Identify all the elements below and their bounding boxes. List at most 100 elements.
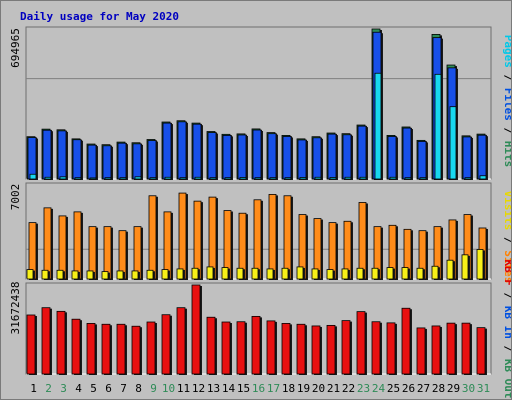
- bar-files-day-10: [162, 122, 172, 180]
- bar-sites-day-4: [73, 211, 82, 280]
- x-tick-label-14: 14: [222, 382, 236, 395]
- bar-kbf-day-29: [446, 322, 456, 375]
- x-tick-label-1: 1: [30, 382, 37, 395]
- bar-pages-day-19: [299, 177, 307, 180]
- bar-files-day-8: [132, 143, 142, 180]
- bar-kbf-day-5: [86, 323, 96, 375]
- x-tick-label-5: 5: [90, 382, 97, 395]
- x-tick-label-25: 25: [387, 382, 400, 395]
- bar-pages-day-3: [59, 176, 67, 180]
- bar-pages-day-25: [389, 176, 397, 180]
- bar-pages-day-15: [239, 177, 247, 180]
- x-axis-labels: 1 2 3 4 5 6 7 8 9 10 11 12 13 14 15 16 17 18 19 20 21 22 23 24 2…: [30, 382, 490, 395]
- bar-visits-day-9: [146, 269, 154, 280]
- x-tick-label-28: 28: [432, 382, 445, 395]
- bar-kbf-day-20: [311, 325, 321, 375]
- x-tick-label-12: 12: [192, 382, 205, 395]
- bar-files-day-13: [207, 132, 217, 180]
- legend-entry-2: KB In: [502, 306, 511, 339]
- bar-visits-day-20: [311, 268, 319, 280]
- bar-pages-day-20: [314, 176, 322, 180]
- legend-entry-2: Files: [502, 88, 511, 121]
- bar-pages-day-13: [209, 177, 217, 180]
- legend-entry-2: Sites: [502, 250, 511, 283]
- bar-pages-day-30: [464, 177, 472, 180]
- bar-files-day-20: [312, 137, 322, 180]
- bar-files-day-27: [417, 141, 427, 180]
- bar-visits-day-25: [386, 267, 394, 280]
- bar-kbf-day-19: [296, 323, 306, 375]
- x-tick-label-27: 27: [417, 382, 430, 395]
- x-tick-label-8: 8: [135, 382, 142, 395]
- x-tick-label-24: 24: [372, 382, 386, 395]
- legend-entry-0: KB F: [502, 259, 511, 286]
- x-tick-label-20: 20: [312, 382, 325, 395]
- bar-files-day-12: [192, 123, 202, 180]
- bar-visits-day-11: [176, 268, 184, 280]
- y-max-label-sites: 7002: [9, 184, 22, 211]
- bar-files-day-1: [27, 137, 37, 180]
- bar-visits-day-10: [161, 269, 169, 280]
- x-tick-label-22: 22: [342, 382, 355, 395]
- bar-sites-day-9: [148, 195, 157, 280]
- bar-visits-day-24: [371, 267, 379, 280]
- x-tick-label-29: 29: [447, 382, 460, 395]
- y-max-label-kbytes: 31672438: [9, 282, 22, 335]
- panel-hits-files-pages: [25, 26, 492, 181]
- bar-pages-day-10: [164, 176, 172, 180]
- bar-visits-day-8: [131, 270, 139, 280]
- bar-sites-day-6: [103, 226, 112, 280]
- legend-middle: Visits / Sites: [502, 191, 511, 284]
- bar-files-day-31: [477, 134, 487, 180]
- bar-kbf-day-14: [221, 321, 231, 375]
- x-tick-label-17: 17: [267, 382, 280, 395]
- bar-pages-day-27: [419, 177, 427, 180]
- bar-kbf-day-8: [131, 325, 141, 375]
- bar-files-day-30: [462, 136, 472, 180]
- bar-pages-day-18: [284, 177, 292, 180]
- bar-files-day-6: [102, 145, 112, 180]
- x-tick-label-16: 16: [252, 382, 265, 395]
- bar-pages-day-1: [29, 173, 37, 180]
- x-tick-label-9: 9: [150, 382, 157, 395]
- bar-pages-day-8: [134, 176, 142, 180]
- bar-kbf-day-12: [191, 284, 201, 375]
- bar-visits-day-13: [206, 266, 214, 280]
- bar-kbf-day-17: [266, 320, 276, 375]
- bar-visits-day-27: [416, 267, 424, 280]
- legend-entry-3: /: [502, 339, 511, 359]
- bar-visits-day-15: [236, 267, 244, 280]
- bar-visits-day-22: [341, 268, 349, 280]
- bar-kbf-day-10: [161, 314, 171, 375]
- x-tick-label-23: 23: [357, 382, 370, 395]
- panel-sites-visits: [25, 182, 492, 280]
- x-tick-label-4: 4: [75, 382, 82, 395]
- legend-entry-0: Pages: [502, 35, 511, 68]
- bar-visits-day-14: [221, 267, 229, 280]
- bar-pages-day-5-shadow: [92, 178, 98, 180]
- bar-files-day-23: [357, 125, 367, 180]
- bar-sites-day-12: [193, 200, 202, 280]
- bar-kbf-day-6: [101, 323, 111, 375]
- bar-files-day-2: [42, 129, 52, 180]
- bar-pages-day-2: [44, 176, 52, 180]
- bar-kbf-day-2: [41, 307, 51, 375]
- chart-panels: [25, 26, 492, 375]
- bar-visits-day-23: [356, 267, 364, 280]
- bar-files-day-9: [147, 140, 157, 180]
- bar-pages-day-4: [74, 177, 82, 180]
- bar-sites-day-16: [253, 199, 262, 280]
- legend-entry-1: /: [502, 68, 511, 88]
- bar-pages-day-5: [89, 177, 97, 180]
- bar-pages-day-29: [449, 106, 457, 180]
- bar-kbf-day-15: [236, 321, 246, 375]
- bar-visits-day-2: [41, 269, 49, 280]
- x-tick-label-31: 31: [477, 382, 490, 395]
- x-tick-label-30: 30: [462, 382, 475, 395]
- bar-pages-day-22: [344, 176, 352, 180]
- bar-visits-day-28: [431, 265, 439, 280]
- bar-pages-day-12: [194, 176, 202, 180]
- bar-kbf-day-7: [116, 323, 126, 375]
- bar-files-day-5: [87, 144, 97, 180]
